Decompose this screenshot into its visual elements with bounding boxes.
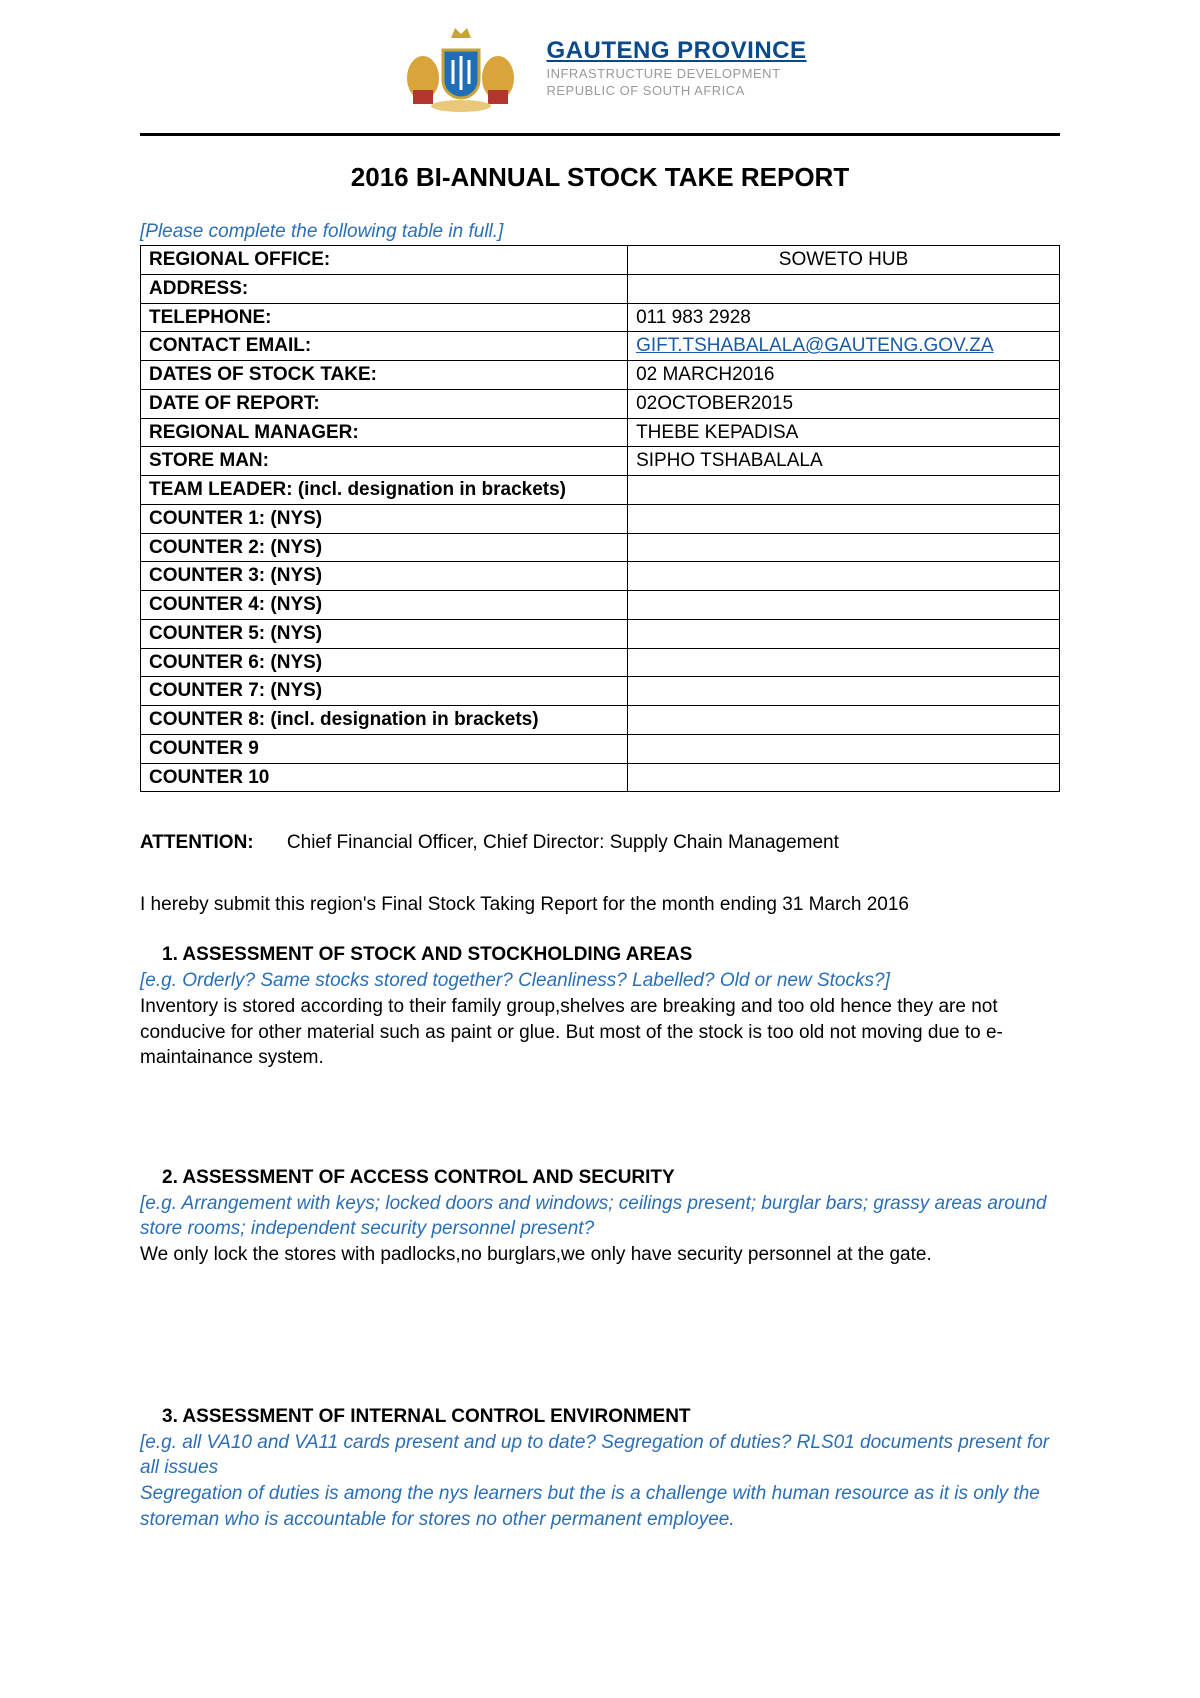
section-heading: 2. ASSESSMENT OF ACCESS CONTROL AND SECU…: [140, 1167, 1060, 1189]
info-value: SIPHO TSHABALALA: [628, 447, 1060, 476]
table-row: ADDRESS:: [141, 274, 1060, 303]
info-value: [628, 476, 1060, 505]
header-title-block: GAUTENG PROVINCE INFRASTRUCTURE DEVELOPM…: [546, 35, 806, 100]
table-instruction: [Please complete the following table in …: [140, 221, 1060, 243]
info-value: [628, 274, 1060, 303]
section-body: We only lock the stores with padlocks,no…: [140, 1242, 1060, 1268]
info-value: [628, 648, 1060, 677]
header-subtitle-1: INFRASTRUCTURE DEVELOPMENT: [546, 66, 806, 83]
contact-email: GIFT.TSHABALALA@GAUTENG.GOV.ZA: [636, 335, 994, 356]
table-row: COUNTER 9: [141, 734, 1060, 763]
info-label: COUNTER 2: (NYS): [141, 533, 628, 562]
section-heading: 1. ASSESSMENT OF STOCK AND STOCKHOLDING …: [140, 944, 1060, 966]
header-divider: [140, 133, 1060, 136]
info-value: [628, 591, 1060, 620]
table-row: COUNTER 2: (NYS): [141, 533, 1060, 562]
table-row: TELEPHONE:011 983 2928: [141, 303, 1060, 332]
info-label: REGIONAL MANAGER:: [141, 418, 628, 447]
info-label: DATE OF REPORT:: [141, 389, 628, 418]
info-label: COUNTER 7: (NYS): [141, 677, 628, 706]
info-value: [628, 533, 1060, 562]
info-value: GIFT.TSHABALALA@GAUTENG.GOV.ZA: [628, 332, 1060, 361]
section-body: Inventory is stored according to their f…: [140, 994, 1060, 1071]
info-value: SOWETO HUB: [628, 246, 1060, 275]
section: 2. ASSESSMENT OF ACCESS CONTROL AND SECU…: [140, 1167, 1060, 1268]
info-value: [628, 706, 1060, 735]
section-hint-2: Segregation of duties is among the nys l…: [140, 1481, 1060, 1532]
info-label: COUNTER 6: (NYS): [141, 648, 628, 677]
table-row: COUNTER 3: (NYS): [141, 562, 1060, 591]
info-value: [628, 734, 1060, 763]
attention-line: ATTENTION: Chief Financial Officer, Chie…: [140, 832, 1060, 854]
info-label: COUNTER 10: [141, 763, 628, 792]
table-row: COUNTER 4: (NYS): [141, 591, 1060, 620]
section-hint: [e.g. Arrangement with keys; locked door…: [140, 1191, 1060, 1242]
section: 3. ASSESSMENT OF INTERNAL CONTROL ENVIRO…: [140, 1406, 1060, 1533]
section-hint: [e.g. Orderly? Same stocks stored togeth…: [140, 968, 1060, 994]
info-value: [628, 562, 1060, 591]
info-label: REGIONAL OFFICE:: [141, 246, 628, 275]
table-row: REGIONAL MANAGER:THEBE KEPADISA: [141, 418, 1060, 447]
table-row: REGIONAL OFFICE:SOWETO HUB: [141, 246, 1060, 275]
coat-of-arms-icon: [393, 20, 528, 115]
table-row: TEAM LEADER: (incl. designation in brack…: [141, 476, 1060, 505]
info-label: STORE MAN:: [141, 447, 628, 476]
info-value: THEBE KEPADISA: [628, 418, 1060, 447]
info-label: CONTACT EMAIL:: [141, 332, 628, 361]
info-label: COUNTER 1: (NYS): [141, 504, 628, 533]
info-value: [628, 677, 1060, 706]
document-header: GAUTENG PROVINCE INFRASTRUCTURE DEVELOPM…: [140, 20, 1060, 127]
info-label: COUNTER 5: (NYS): [141, 619, 628, 648]
info-value: 02OCTOBER2015: [628, 389, 1060, 418]
info-label: DATES OF STOCK TAKE:: [141, 361, 628, 390]
info-label: TEAM LEADER: (incl. designation in brack…: [141, 476, 628, 505]
info-label: TELEPHONE:: [141, 303, 628, 332]
table-row: COUNTER 8: (incl. designation in bracket…: [141, 706, 1060, 735]
info-label: ADDRESS:: [141, 274, 628, 303]
info-label: COUNTER 3: (NYS): [141, 562, 628, 591]
table-row: COUNTER 6: (NYS): [141, 648, 1060, 677]
info-table: REGIONAL OFFICE:SOWETO HUBADDRESS:TELEPH…: [140, 245, 1060, 792]
attention-text: Chief Financial Officer, Chief Director:…: [287, 832, 839, 853]
table-row: DATES OF STOCK TAKE:02 MARCH2016: [141, 361, 1060, 390]
info-label: COUNTER 9: [141, 734, 628, 763]
table-row: COUNTER 1: (NYS): [141, 504, 1060, 533]
info-value: 011 983 2928: [628, 303, 1060, 332]
table-row: DATE OF REPORT:02OCTOBER2015: [141, 389, 1060, 418]
info-label: COUNTER 4: (NYS): [141, 591, 628, 620]
document-title: 2016 BI-ANNUAL STOCK TAKE REPORT: [140, 162, 1060, 193]
info-value: [628, 763, 1060, 792]
section-hint: [e.g. all VA10 and VA11 cards present an…: [140, 1430, 1060, 1481]
attention-label: ATTENTION:: [140, 832, 254, 853]
table-row: COUNTER 10: [141, 763, 1060, 792]
info-value: [628, 504, 1060, 533]
info-label: COUNTER 8: (incl. designation in bracket…: [141, 706, 628, 735]
section: 1. ASSESSMENT OF STOCK AND STOCKHOLDING …: [140, 944, 1060, 1071]
table-row: COUNTER 5: (NYS): [141, 619, 1060, 648]
header-subtitle-2: REPUBLIC OF SOUTH AFRICA: [546, 83, 806, 100]
info-value: [628, 619, 1060, 648]
info-value: 02 MARCH2016: [628, 361, 1060, 390]
province-name: GAUTENG PROVINCE: [546, 35, 806, 66]
table-row: COUNTER 7: (NYS): [141, 677, 1060, 706]
section-heading: 3. ASSESSMENT OF INTERNAL CONTROL ENVIRO…: [140, 1406, 1060, 1428]
submission-line: I hereby submit this region's Final Stoc…: [140, 894, 1060, 916]
table-row: STORE MAN:SIPHO TSHABALALA: [141, 447, 1060, 476]
table-row: CONTACT EMAIL: GIFT.TSHABALALA@GAUTENG.GO…: [141, 332, 1060, 361]
